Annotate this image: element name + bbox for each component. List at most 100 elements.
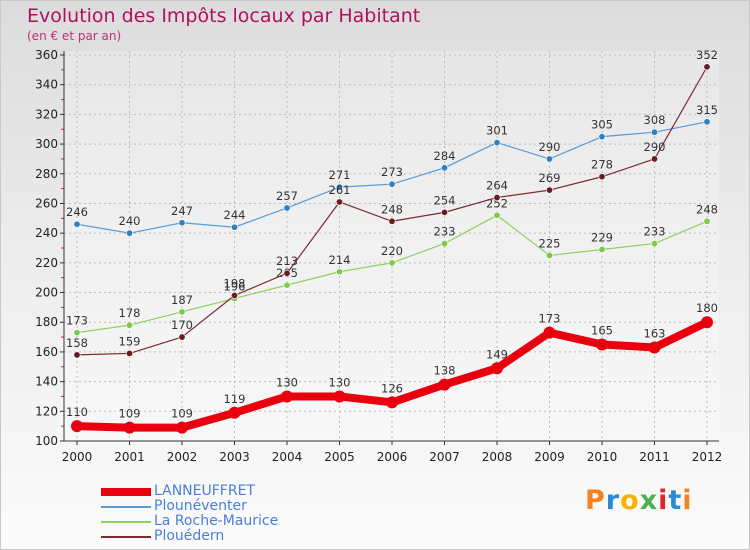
data-point-plou-dern xyxy=(126,349,134,357)
data-label-lanneuffret: 119 xyxy=(224,392,246,406)
legend-label: La Roche-Maurice xyxy=(154,513,279,529)
data-label-ploun-venter: 273 xyxy=(381,165,403,179)
data-point-plou-dern xyxy=(703,63,711,71)
data-point-ploun-venter xyxy=(231,223,239,231)
data-point-ploun-venter xyxy=(126,229,134,237)
data-label-plou-dern: 352 xyxy=(696,48,718,62)
x-tick-label: 2002 xyxy=(167,450,198,464)
data-point-la-roche-maurice xyxy=(283,281,291,289)
x-tick-label: 2009 xyxy=(534,450,565,464)
logo-letter: o xyxy=(620,485,640,516)
data-label-lanneuffret: 138 xyxy=(434,364,456,378)
data-label-plou-dern: 269 xyxy=(539,171,561,185)
data-label-plou-dern: 290 xyxy=(644,140,666,154)
data-label-plou-dern: 261 xyxy=(329,183,351,197)
y-tick-label: 360 xyxy=(35,48,58,62)
data-label-ploun-venter: 257 xyxy=(276,189,298,203)
data-point-la-roche-maurice xyxy=(493,211,501,219)
data-label-ploun-venter: 290 xyxy=(539,140,561,154)
y-tick-label: 260 xyxy=(35,196,58,210)
data-label-ploun-venter: 301 xyxy=(486,124,508,138)
y-tick-label: 280 xyxy=(35,167,58,181)
data-label-plou-dern: 213 xyxy=(276,254,298,268)
data-label-la-roche-maurice: 225 xyxy=(539,236,561,250)
data-label-ploun-venter: 315 xyxy=(696,103,718,117)
data-point-la-roche-maurice xyxy=(388,259,396,267)
y-tick-label: 180 xyxy=(35,315,58,329)
data-label-plou-dern: 264 xyxy=(486,179,508,193)
data-label-ploun-venter: 308 xyxy=(644,113,666,127)
data-point-ploun-venter xyxy=(283,204,291,212)
data-label-la-roche-maurice: 173 xyxy=(66,314,88,328)
data-point-ploun-venter xyxy=(545,155,553,163)
data-point-lanneuffret xyxy=(123,421,136,434)
data-point-ploun-venter xyxy=(440,164,448,172)
data-label-la-roche-maurice: 252 xyxy=(486,196,508,210)
logo-letter: t xyxy=(668,485,683,516)
y-tick-label: 120 xyxy=(35,404,58,418)
logo-letter: x xyxy=(639,485,659,516)
data-label-plou-dern: 254 xyxy=(434,193,456,207)
data-point-la-roche-maurice xyxy=(178,308,186,316)
data-label-lanneuffret: 163 xyxy=(644,326,666,340)
y-tick-label: 320 xyxy=(35,107,58,121)
x-tick-label: 2000 xyxy=(62,450,93,464)
data-point-plou-dern xyxy=(440,208,448,216)
data-point-ploun-venter xyxy=(493,139,501,147)
data-label-lanneuffret: 165 xyxy=(591,324,613,338)
data-label-la-roche-maurice: 248 xyxy=(696,202,718,216)
y-tick-label: 200 xyxy=(35,286,58,300)
legend-label: LANNEUFFRET xyxy=(154,483,255,499)
data-point-plou-dern xyxy=(598,173,606,181)
data-point-lanneuffret xyxy=(386,396,398,409)
x-tick-label: 2004 xyxy=(272,450,303,464)
data-point-plou-dern xyxy=(73,351,81,359)
data-label-lanneuffret: 180 xyxy=(696,301,718,315)
legend-swatch xyxy=(101,521,151,523)
data-point-la-roche-maurice xyxy=(126,321,134,329)
data-label-plou-dern: 159 xyxy=(119,334,141,348)
data-point-plou-dern xyxy=(231,292,239,300)
data-label-ploun-venter: 305 xyxy=(591,118,613,132)
y-tick-label: 240 xyxy=(35,226,58,240)
data-point-lanneuffret xyxy=(333,390,346,403)
data-label-ploun-venter: 246 xyxy=(66,205,88,219)
data-label-lanneuffret: 173 xyxy=(539,312,561,326)
data-point-plou-dern xyxy=(178,333,186,341)
data-point-la-roche-maurice xyxy=(73,329,81,337)
data-point-plou-dern xyxy=(335,198,343,206)
data-point-la-roche-maurice xyxy=(650,240,658,248)
data-label-plou-dern: 278 xyxy=(591,158,613,172)
data-point-lanneuffret xyxy=(176,421,188,434)
data-label-la-roche-maurice: 214 xyxy=(329,253,351,267)
data-label-la-roche-maurice: 233 xyxy=(434,225,456,239)
data-label-la-roche-maurice: 233 xyxy=(644,225,666,239)
y-tick-label: 220 xyxy=(35,256,58,270)
data-label-lanneuffret: 149 xyxy=(486,347,508,361)
data-label-plou-dern: 170 xyxy=(171,318,193,332)
x-tick-label: 2006 xyxy=(377,450,408,464)
x-tick-label: 2011 xyxy=(639,450,670,464)
x-tick-label: 2001 xyxy=(114,450,145,464)
x-tick-label: 2003 xyxy=(219,450,250,464)
x-tick-label: 2008 xyxy=(482,450,513,464)
data-point-lanneuffret xyxy=(543,326,556,339)
data-label-la-roche-maurice: 220 xyxy=(381,244,403,258)
x-tick-label: 2007 xyxy=(429,450,460,464)
data-label-la-roche-maurice: 196 xyxy=(224,279,246,293)
data-label-lanneuffret: 109 xyxy=(171,407,193,421)
legend-swatch xyxy=(101,506,151,508)
data-point-la-roche-maurice xyxy=(440,240,448,248)
y-tick-label: 160 xyxy=(35,345,58,359)
data-label-lanneuffret: 130 xyxy=(329,375,351,389)
logo-letter: i xyxy=(658,485,669,516)
data-label-plou-dern: 198 xyxy=(224,277,246,291)
data-label-la-roche-maurice: 187 xyxy=(171,293,193,307)
data-label-ploun-venter: 247 xyxy=(171,204,193,218)
y-tick-label: 300 xyxy=(35,137,58,151)
chart-title: Evolution des Impôts locaux par Habitant xyxy=(27,5,421,27)
data-label-plou-dern: 158 xyxy=(66,336,88,350)
legend-swatch xyxy=(101,536,151,538)
data-point-lanneuffret xyxy=(438,378,451,391)
